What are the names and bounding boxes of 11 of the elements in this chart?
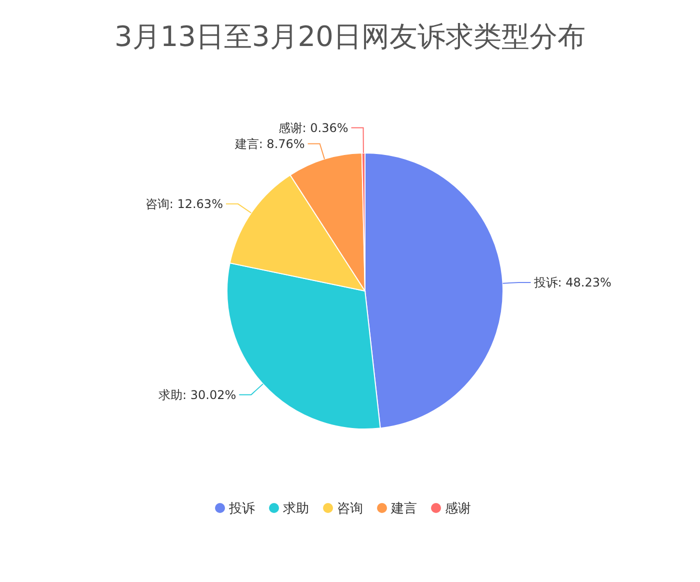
legend-label: 咨询 — [337, 502, 363, 517]
legend-label: 感谢 — [445, 502, 471, 517]
data-label: 建言: 8.76% — [234, 136, 305, 151]
legend-label: 建言 — [390, 500, 417, 517]
data-label: 求助: 30.02% — [158, 388, 236, 402]
legend-label: 投诉 — [228, 502, 255, 517]
legend-label: 求助 — [283, 502, 309, 517]
data-label: 投诉: 48.23% — [532, 276, 612, 290]
data-label: 感谢: 0.36% — [278, 120, 348, 135]
data-label: 咨询: 12.63% — [145, 197, 223, 212]
chart-title: 3月13日至3月20日网友诉求类型分布 — [114, 20, 586, 53]
